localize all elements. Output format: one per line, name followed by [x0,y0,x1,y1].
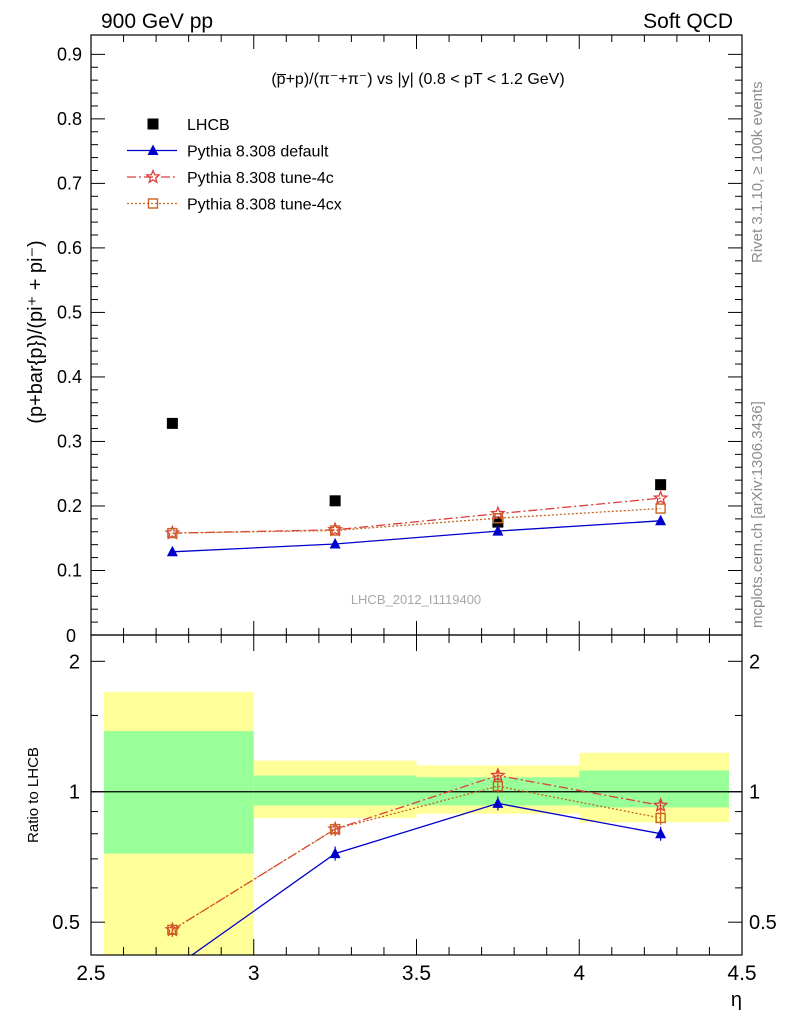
ratio-axis-ticks: 0.5 0.5 1 1 2 2 2.5 3 3.5 4 4.5 [52,635,777,985]
main-title: (p̅+p)/(π⁻+π⁻) vs |y| (0.8 < pT < 1.2 Ge… [271,71,564,88]
legend-marker [147,198,159,209]
ratio-inner-band [104,731,254,854]
main-y-tick-zero: 0 [66,626,76,646]
ratio-data-point-1 [652,797,669,813]
legend-label: Pythia 8.308 tune-4cx [187,197,342,214]
main-data-point-3 [329,525,341,536]
main-data-point-1 [166,545,178,557]
ratio-data-point-0 [329,847,341,859]
ratio-y-tick-label: 0.5 [52,912,80,934]
ratio-panel-frame [90,634,743,956]
watermark: LHCB_2012_I1119400 [351,592,481,607]
x-axis-label: η [731,989,742,1011]
legend-marker [147,144,159,155]
ratio-marks [164,767,669,955]
main-series-line-3 [172,507,661,534]
ratio-data-point-0 [655,827,667,839]
main-data-point-2 [652,489,669,505]
legend-label: LHCB [187,117,230,134]
main-data-point-0 [655,479,667,491]
main-data-point-3 [492,513,504,524]
x-tick-label: 4.5 [727,962,756,985]
main-y-tick-label: 0.2 [57,496,82,516]
main-data-point-0 [166,417,178,429]
legend-marker [147,118,159,130]
ratio-data-point-2 [655,812,666,824]
ratio-data-point-2 [167,924,178,936]
main-data-point-0 [329,495,341,507]
main-y-tick-label: 0.6 [57,238,82,258]
header-right: Soft QCD [643,10,733,33]
legend: LHCB Pythia 8.308 default Pythia 8.308 tun… [127,117,342,214]
ratio-data-point-2 [492,780,504,792]
main-marks [164,417,669,557]
main-series-line-1 [172,520,661,553]
main-y-tick-label: 0.5 [57,302,82,322]
ratio-inner-band [253,775,417,806]
ratio-panel: 0.5 0.5 1 1 2 2 2.5 3 3.5 4 4.5 Ratio to LHCB η [25,634,777,1011]
ratio-y-tick-label: 2 [69,651,80,673]
ratio-y-tick-label-right: 0.5 [749,912,777,934]
ratio-data-point-1 [489,767,506,783]
legend-label: Pythia 8.308 tune-4c [187,170,334,187]
x-tick-label: 4 [573,962,585,985]
ratio-data-point-0 [492,797,504,808]
x-tick-label: 3.5 [402,962,431,985]
main-y-axis-label: (p+bar{p})/(pi⁺ + pi⁻) [25,240,47,423]
main-y-tick-label: 0.4 [57,367,82,387]
x-tick-label: 3 [248,962,260,985]
ratio-y-tick-label-right: 1 [749,782,760,804]
mcplots-label: mcplots.cern.ch [arXiv:1306.3436] [749,401,766,628]
ratio-series-line-1 [172,774,661,931]
ratio-y-tick-label: 1 [69,782,80,804]
main-panel-background [91,35,742,635]
ratio-y-tick-label-right: 2 [749,651,760,673]
main-y-tick-label: 0.9 [57,44,82,64]
ratio-bands [91,691,742,955]
main-data-point-2 [489,505,506,521]
rivet-label: Rivet 3.1.10, ≥ 100k events [749,81,766,263]
main-y-tick-label: 0.1 [57,560,82,580]
main-y-tick-label: 0.3 [57,431,82,451]
main-axis-ticks: 0.1 0.2 0.3 0.4 0.5 0.6 0.7 0.8 0.9 [57,35,743,635]
ratio-data-point-2 [329,823,341,835]
main-y-tick-label: 0.7 [57,173,82,193]
ratio-y-axis-label: Ratio to LHCB [25,747,42,843]
main-data-point-3 [655,503,666,514]
header-left: 900 GeV pp [101,10,213,33]
main-data-point-1 [492,525,504,536]
ratio-inner-band [579,770,729,808]
main-panel: 0.1 0.2 0.3 0.4 0.5 0.6 0.7 0.8 0.9 (p̅+p)/(π⁻+π… [25,34,743,646]
main-y-tick-label: 0.8 [57,109,82,129]
legend-label: Pythia 8.308 default [187,144,329,161]
x-tick-label: 2.5 [76,962,105,985]
main-data-point-3 [167,527,178,539]
main-data-point-1 [655,514,667,526]
legend-marker [145,168,161,184]
main-data-point-1 [329,538,341,549]
